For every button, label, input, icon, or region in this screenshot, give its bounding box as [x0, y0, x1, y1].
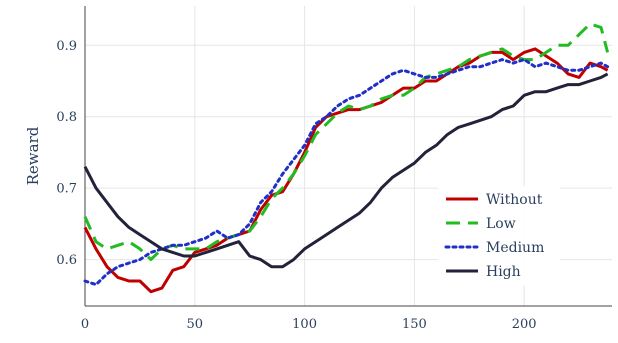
- grid-layer: [84, 6, 612, 306]
- y-tick-label: 0.8: [56, 110, 77, 125]
- tick-labels: 0 50 100 150 200 0.6 0.7 0.8 0.9: [56, 39, 536, 332]
- y-axis-title: Reward: [24, 126, 42, 185]
- y-tick-label: 0.6: [56, 253, 77, 268]
- legend-label-medium: Medium: [486, 240, 544, 256]
- legend-label-low: Low: [486, 216, 516, 232]
- legend-label-without: Without: [486, 192, 543, 208]
- y-tick-label: 0.7: [56, 182, 77, 197]
- y-tick-label: 0.9: [56, 39, 77, 54]
- x-tick-label: 150: [402, 317, 427, 332]
- x-tick-label: 0: [81, 317, 89, 332]
- series-line-high: [83, 72, 609, 269]
- x-tick-label: 50: [187, 317, 204, 332]
- legend: Without Low Medium High: [438, 186, 560, 286]
- x-tick-label: 100: [292, 317, 317, 332]
- series-line-medium: [83, 58, 610, 287]
- x-tick-label: 200: [512, 317, 537, 332]
- axis-layer: [84, 6, 612, 307]
- series-layer: [83, 22, 610, 294]
- legend-background: [438, 186, 560, 286]
- legend-label-high: High: [486, 264, 521, 280]
- series-line-without: [83, 47, 609, 294]
